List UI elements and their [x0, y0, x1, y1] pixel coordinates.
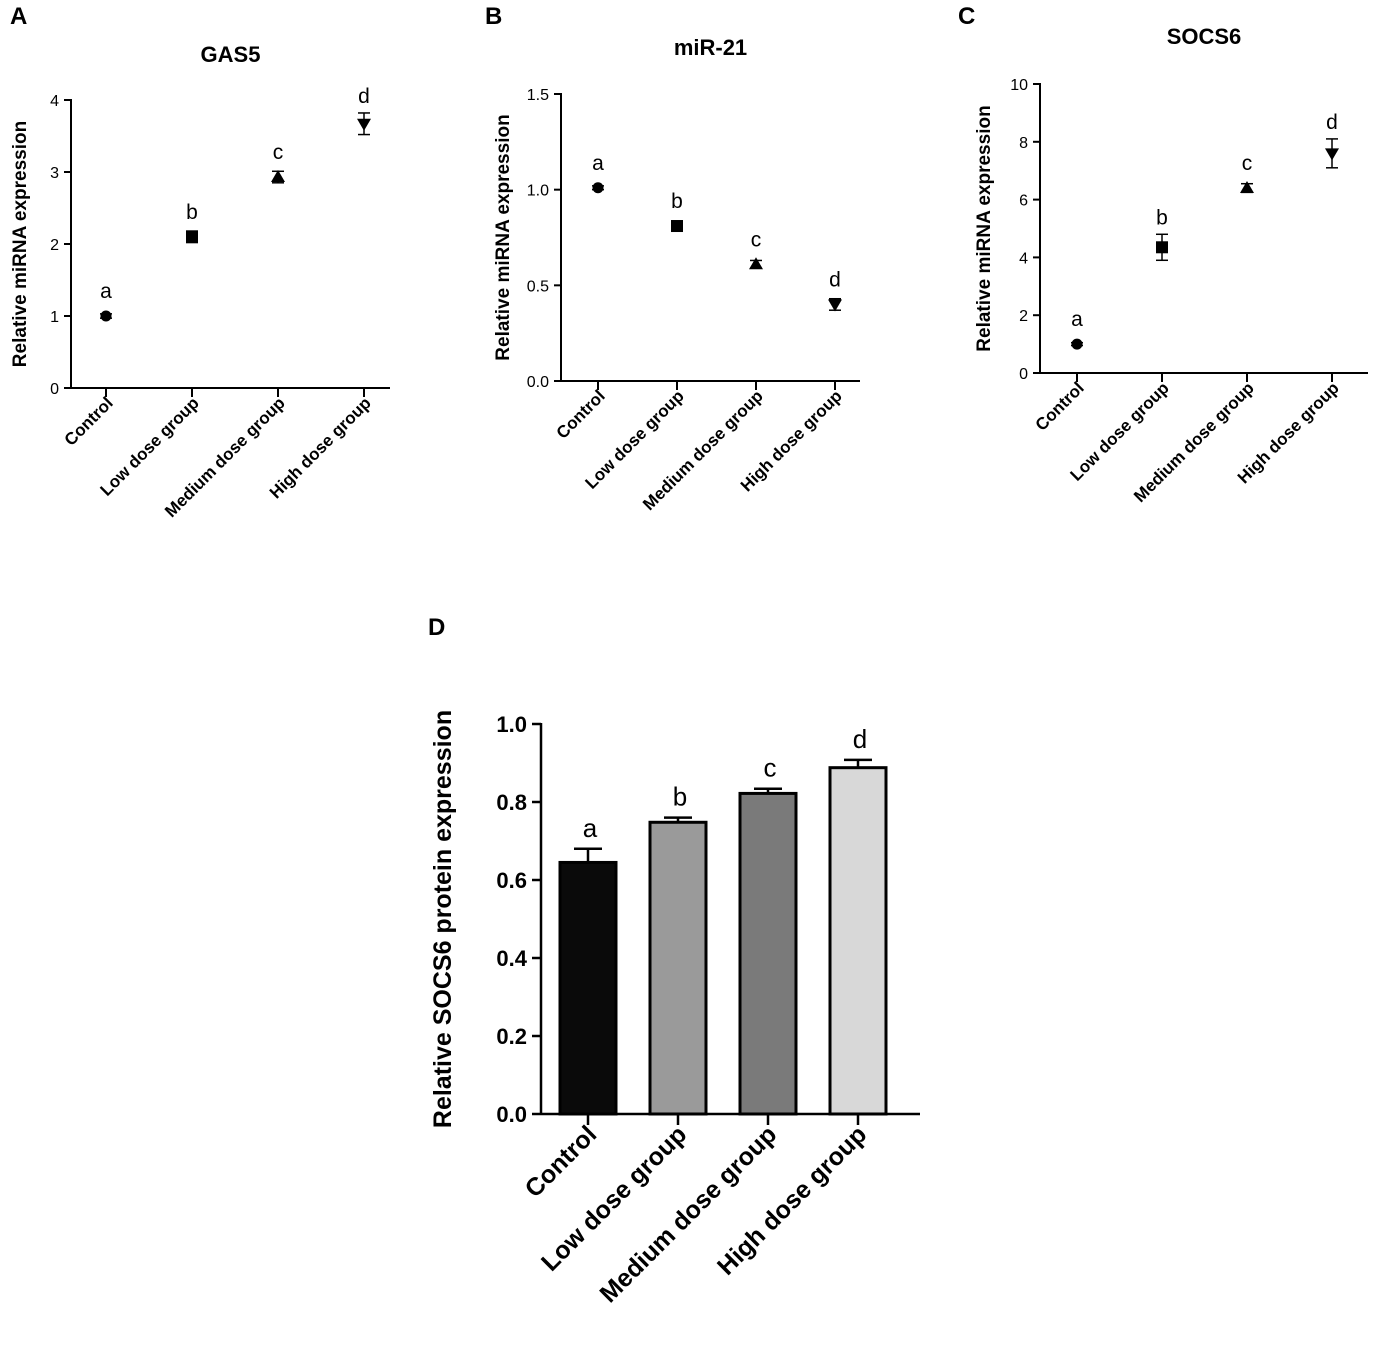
significance-label: b	[186, 201, 198, 224]
y-tick-label: 1.0	[496, 712, 527, 737]
chart-title: miR-21	[674, 35, 747, 60]
significance-label: a	[592, 152, 604, 175]
y-tick-label: 0.0	[527, 374, 549, 391]
y-tick-label: 4	[50, 93, 59, 110]
bar	[738, 791, 798, 1116]
y-axis-label: Relative miRNA expression	[10, 121, 31, 367]
bar	[558, 860, 618, 1116]
category-label: Control	[1032, 378, 1088, 434]
y-tick-label: 0	[1019, 366, 1028, 383]
y-axis-label: Relative SOCS6 protein expression	[429, 710, 457, 1128]
significance-label: c	[751, 228, 762, 251]
significance-label: b	[671, 190, 683, 213]
y-axis-label: Relative miRNA expression	[974, 105, 995, 351]
y-tick-label: 2	[50, 237, 59, 254]
data-point	[1240, 181, 1254, 194]
data-point	[186, 230, 198, 243]
category-label: Medium dose group	[595, 1120, 783, 1308]
significance-label: a	[583, 813, 598, 843]
significance-label: c	[273, 141, 284, 164]
y-tick-label: 1.0	[527, 183, 549, 200]
y-tick-label: 2	[1019, 308, 1028, 325]
panel-letter: C	[958, 3, 975, 30]
y-tick-label: 1	[50, 309, 59, 326]
y-axis-label: Relative miRNA expression	[493, 114, 514, 360]
y-tick-label: 0.8	[496, 790, 527, 815]
y-tick-label: 1.5	[527, 87, 549, 104]
y-tick-label: 0.4	[496, 946, 527, 971]
data-point	[1325, 148, 1339, 161]
y-tick-label: 10	[1010, 77, 1028, 94]
y-tick-label: 0.6	[496, 868, 527, 893]
data-point	[592, 182, 604, 194]
y-tick-label: 3	[50, 165, 59, 182]
category-label: Control	[553, 386, 609, 442]
data-point	[749, 257, 763, 270]
significance-label: d	[853, 724, 867, 754]
data-point	[1156, 241, 1168, 254]
y-tick-label: 0.5	[527, 278, 549, 295]
significance-label: b	[673, 782, 687, 812]
bar	[648, 820, 708, 1116]
y-tick-label: 0.0	[496, 1102, 527, 1127]
category-label: Control	[520, 1120, 603, 1203]
chart-panel-c: C SOCS6 0 2 4 6 8 10 Relative miRNA expression Co…	[958, 3, 1368, 506]
significance-label: a	[1071, 308, 1083, 331]
significance-label: c	[1242, 152, 1253, 175]
data-point	[671, 220, 683, 233]
panel-letter: D	[428, 614, 445, 641]
data-point	[357, 118, 371, 131]
y-tick-label: 4	[1019, 250, 1028, 267]
data-point	[271, 170, 285, 183]
significance-label: b	[1156, 206, 1168, 229]
y-tick-label: 8	[1019, 135, 1028, 152]
panel-letter: B	[485, 3, 502, 30]
chart-title: GAS5	[201, 42, 261, 67]
chart-panel-a: A GAS5 0 1 2 3 4 Relative miRNA expression Contr…	[10, 3, 390, 521]
y-tick-label: 6	[1019, 193, 1028, 210]
data-point	[100, 310, 112, 322]
y-tick-label: 0	[50, 381, 59, 398]
y-tick-label: 0.2	[496, 1024, 527, 1049]
category-label: High dose group	[712, 1120, 872, 1280]
chart-title: SOCS6	[1167, 24, 1242, 49]
significance-label: d	[829, 268, 841, 291]
significance-label: d	[358, 85, 370, 108]
significance-label: a	[100, 280, 112, 303]
data-point	[1071, 338, 1083, 350]
panel-letter: A	[10, 3, 27, 30]
category-label: Control	[61, 393, 117, 449]
data-point	[828, 299, 842, 312]
chart-panel-d: D 0.0 0.2 0.4 0.6 0.8 1.0 Relative SOCS6 protei…	[428, 614, 920, 1308]
significance-label: c	[764, 753, 777, 783]
bar	[828, 766, 888, 1116]
significance-label: d	[1326, 111, 1338, 134]
